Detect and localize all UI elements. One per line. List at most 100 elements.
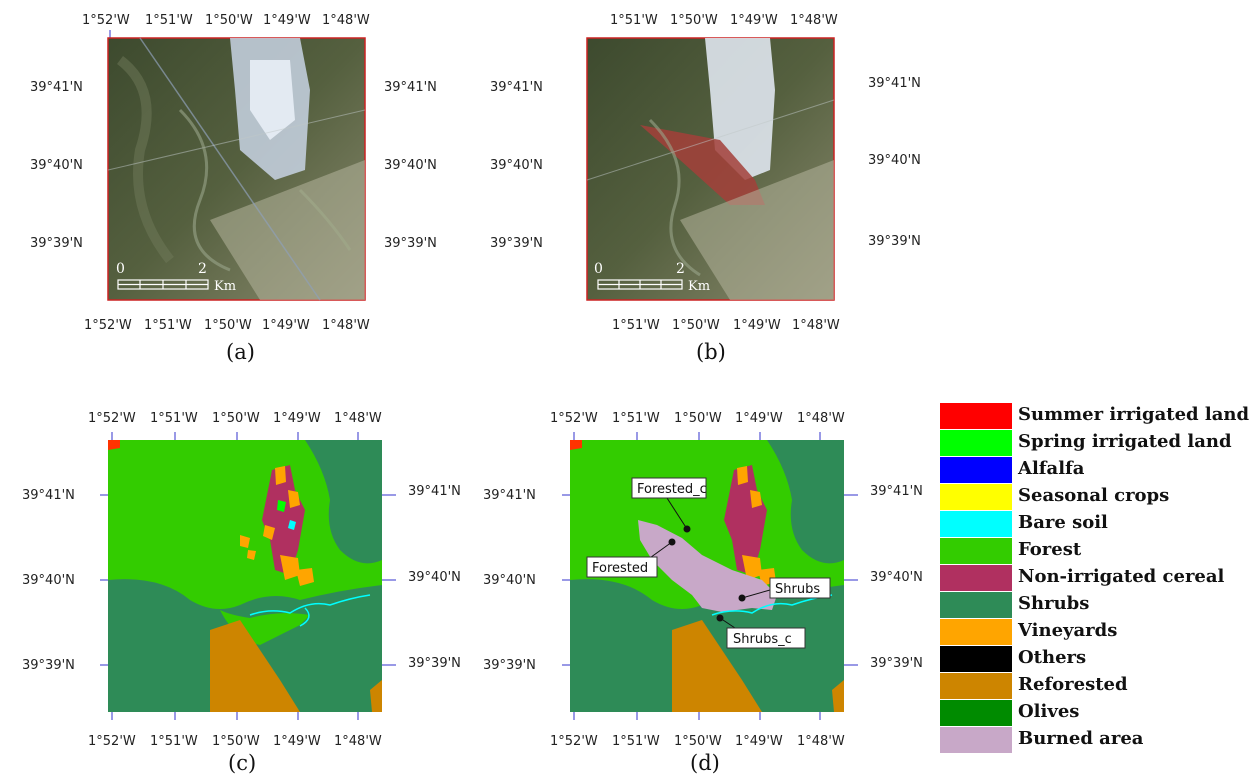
bottom-tick: 1°50'W	[204, 318, 252, 333]
legend-swatch	[940, 700, 1012, 726]
label-shrubs-c: Shrubs_c	[716, 614, 806, 649]
scale-bar	[117, 279, 209, 290]
scale-zero: 0	[116, 261, 125, 277]
top-tick: 1°51'W	[145, 13, 193, 28]
legend-swatch	[940, 565, 1012, 591]
legend-label: Bare soil	[1018, 512, 1108, 533]
top-tick: 1°48'W	[322, 13, 370, 28]
legend-item: Shrubs	[940, 592, 1255, 619]
top-tick: 1°51'W	[612, 411, 660, 426]
bottom-tick: 1°52'W	[550, 734, 598, 749]
legend-swatch	[940, 646, 1012, 672]
legend-swatch	[940, 511, 1012, 537]
top-tick: 1°51'W	[610, 13, 658, 28]
top-tick: 1°52'W	[550, 411, 598, 426]
bottom-tick: 1°51'W	[144, 318, 192, 333]
svg-text:Shrubs_c: Shrubs_c	[733, 632, 792, 647]
legend-label: Summer irrigated land	[1018, 404, 1250, 425]
legend-item: Seasonal crops	[940, 484, 1255, 511]
bottom-tick: 1°48'W	[792, 318, 840, 333]
left-tick: 39°39'N	[483, 658, 536, 673]
legend-label: Vineyards	[1018, 620, 1118, 641]
svg-text:Shrubs: Shrubs	[775, 582, 820, 597]
left-tick: 39°39'N	[30, 236, 83, 251]
left-tick: 39°41'N	[490, 80, 543, 95]
landcover-map-d: Forested_c Forested Shrubs Shrubs_c	[562, 432, 858, 720]
right-tick: 39°41'N	[870, 484, 923, 499]
legend-swatch	[940, 457, 1012, 483]
right-tick: 39°39'N	[408, 656, 461, 671]
legend-item: Non-irrigated cereal	[940, 565, 1255, 592]
bottom-tick: 1°49'W	[262, 318, 310, 333]
top-tick: 1°49'W	[735, 411, 783, 426]
right-tick: 39°40'N	[868, 153, 921, 168]
bottom-tick: 1°50'W	[672, 318, 720, 333]
right-tick: 39°41'N	[868, 76, 921, 91]
top-tick: 1°51'W	[150, 411, 198, 426]
left-tick: 39°39'N	[22, 658, 75, 673]
top-tick: 1°50'W	[670, 13, 718, 28]
left-tick: 39°39'N	[490, 236, 543, 251]
right-tick: 39°39'N	[870, 656, 923, 671]
bottom-tick: 1°51'W	[612, 734, 660, 749]
legend-swatch	[940, 484, 1012, 510]
bottom-tick: 1°49'W	[273, 734, 321, 749]
svg-text:Forested_c: Forested_c	[637, 482, 707, 497]
bottom-tick: 1°48'W	[797, 734, 845, 749]
satellite-image-a: 0 2 Km	[107, 30, 366, 301]
legend-label: Olives	[1018, 701, 1080, 722]
caption-c: (c)	[228, 751, 257, 775]
top-tick: 1°50'W	[212, 411, 260, 426]
legend-label: Seasonal crops	[1018, 485, 1170, 506]
bottom-tick: 1°49'W	[735, 734, 783, 749]
svg-text:Forested: Forested	[592, 561, 648, 576]
left-tick: 39°40'N	[30, 158, 83, 173]
legend-label: Alfalfa	[1018, 458, 1085, 479]
left-tick: 39°40'N	[490, 158, 543, 173]
bottom-tick: 1°50'W	[674, 734, 722, 749]
top-tick: 1°52'W	[82, 13, 130, 28]
legend-item: Forest	[940, 538, 1255, 565]
right-tick: 39°40'N	[408, 570, 461, 585]
bottom-tick: 1°51'W	[150, 734, 198, 749]
legend-swatch	[940, 430, 1012, 456]
bottom-tick: 1°49'W	[733, 318, 781, 333]
legend-item: Bare soil	[940, 511, 1255, 538]
legend-label: Burned area	[1018, 728, 1144, 749]
legend-item: Reforested	[940, 673, 1255, 700]
top-tick: 1°50'W	[205, 13, 253, 28]
legend-swatch	[940, 727, 1012, 753]
top-tick: 1°49'W	[730, 13, 778, 28]
caption-b: (b)	[696, 340, 726, 364]
legend-item: Alfalfa	[940, 457, 1255, 484]
bottom-tick: 1°48'W	[322, 318, 370, 333]
top-tick: 1°48'W	[334, 411, 382, 426]
label-shrubs: Shrubs	[738, 577, 831, 602]
scale-two: 2	[198, 261, 207, 277]
legend-item: Vineyards	[940, 619, 1255, 646]
bottom-tick: 1°48'W	[334, 734, 382, 749]
legend-swatch	[940, 403, 1012, 429]
right-tick: 39°39'N	[384, 236, 437, 251]
right-tick: 39°39'N	[868, 234, 921, 249]
right-tick: 39°41'N	[384, 80, 437, 95]
landcover-map-c	[100, 432, 396, 720]
legend-swatch	[940, 673, 1012, 699]
left-tick: 39°41'N	[30, 80, 83, 95]
caption-a: (a)	[226, 340, 255, 364]
scale-unit: Km	[214, 279, 236, 294]
left-tick: 39°41'N	[22, 488, 75, 503]
right-tick: 39°40'N	[384, 158, 437, 173]
bottom-tick: 1°50'W	[212, 734, 260, 749]
label-forested-c: Forested_c	[631, 477, 707, 533]
scale-unit: Km	[688, 279, 710, 294]
satellite-image-b: 0 2 Km	[586, 37, 835, 301]
top-tick: 1°49'W	[273, 411, 321, 426]
legend-label: Reforested	[1018, 674, 1128, 695]
legend-label: Forest	[1018, 539, 1082, 560]
top-tick: 1°49'W	[263, 13, 311, 28]
legend-item: Others	[940, 646, 1255, 673]
top-tick: 1°48'W	[790, 13, 838, 28]
caption-d: (d)	[690, 751, 720, 775]
scale-two: 2	[676, 261, 685, 277]
